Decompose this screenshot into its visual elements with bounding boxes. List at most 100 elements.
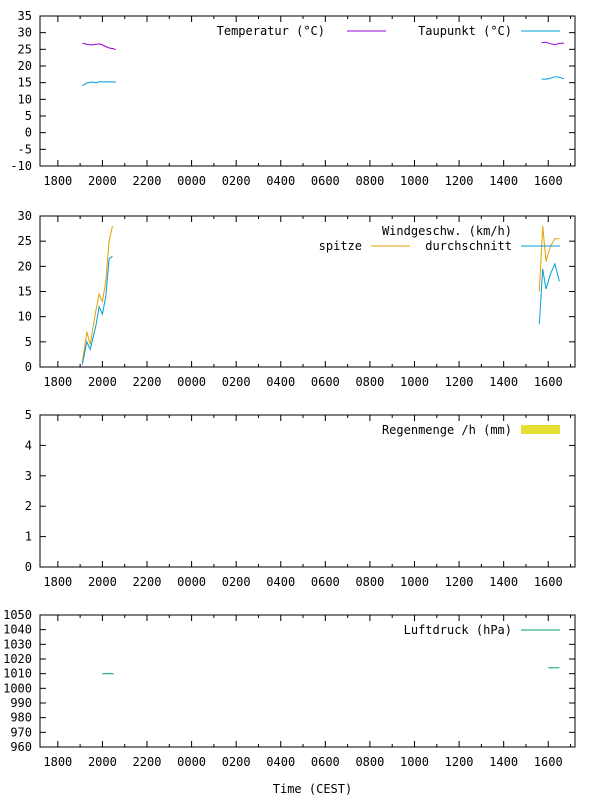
x-tick-label: 1400 bbox=[489, 375, 518, 389]
x-tick-label: 0600 bbox=[311, 174, 340, 188]
y-tick-label: 1000 bbox=[3, 681, 32, 695]
x-tick-label: 1600 bbox=[534, 755, 563, 769]
y-tick-label: 2 bbox=[25, 499, 32, 513]
y-tick-label: 35 bbox=[18, 9, 32, 23]
legend-label-spitze: spitze bbox=[319, 239, 362, 253]
plot-frame bbox=[39, 15, 576, 167]
legend-label-luftdruck: Luftdruck (hPa) bbox=[404, 623, 512, 637]
x-tick-label: 1600 bbox=[534, 575, 563, 589]
y-tick-label: 10 bbox=[18, 310, 32, 324]
x-tick-label: 0800 bbox=[355, 375, 384, 389]
y-tick-label: 1 bbox=[25, 530, 32, 544]
legend-label-regenmenge: Regenmenge /h (mm) bbox=[382, 423, 512, 437]
y-tick-label: 20 bbox=[18, 259, 32, 273]
y-tick-label: 20 bbox=[18, 59, 32, 73]
x-tick-label: 1200 bbox=[445, 575, 474, 589]
x-tick-label: 0000 bbox=[177, 174, 206, 188]
y-tick-label: 1010 bbox=[3, 667, 32, 681]
x-tick-label: 0600 bbox=[311, 755, 340, 769]
legend-swatch bbox=[521, 425, 560, 434]
x-tick-label: 0000 bbox=[177, 575, 206, 589]
x-tick-label: 1600 bbox=[534, 174, 563, 188]
x-tick-label: 0400 bbox=[266, 575, 295, 589]
legend-label-taupunkt: Taupunkt (°C) bbox=[418, 24, 512, 38]
x-tick-label: 0200 bbox=[222, 755, 251, 769]
chart-title: Windgeschw. (km/h) bbox=[382, 224, 512, 238]
x-tick-label: 1000 bbox=[400, 375, 429, 389]
x-tick-label: 2200 bbox=[133, 575, 162, 589]
chart-panel-1: 35 30 25 20 15 10 5 0 -5 -10 1800 2000 2200 0000 0200 0… bbox=[10, 9, 576, 188]
chart-panel-4: 1050104010301020101010009909809709601800… bbox=[3, 608, 576, 796]
series-line-2 bbox=[538, 262, 560, 325]
y-tick-label: 30 bbox=[18, 209, 32, 223]
x-tick-label: 1000 bbox=[400, 174, 429, 188]
x-tick-label: 1200 bbox=[445, 755, 474, 769]
y-tick-label: 0 bbox=[25, 560, 32, 574]
y-tick-label: 980 bbox=[10, 711, 32, 725]
x-tick-label: 0400 bbox=[266, 375, 295, 389]
x-tick-label: 1600 bbox=[534, 375, 563, 389]
y-tick-label: 0 bbox=[25, 126, 32, 140]
x-tick-label: 2200 bbox=[133, 755, 162, 769]
x-tick-label: 2000 bbox=[88, 755, 117, 769]
y-tick-label: 10 bbox=[18, 92, 32, 106]
x-tick-label: 2000 bbox=[88, 375, 117, 389]
x-tick-label: 0000 bbox=[177, 755, 206, 769]
legend-label-durchschnitt: durchschnitt bbox=[425, 239, 512, 253]
x-tick-label: 2000 bbox=[88, 575, 117, 589]
y-tick-label: 25 bbox=[18, 42, 32, 56]
x-tick-label: 2200 bbox=[133, 174, 162, 188]
series-line-1 bbox=[81, 225, 113, 363]
y-tick-label: 5 bbox=[25, 109, 32, 123]
y-tick-label: 1040 bbox=[3, 623, 32, 637]
y-tick-label: -10 bbox=[10, 159, 32, 173]
x-tick-label: 1400 bbox=[489, 755, 518, 769]
x-tick-label: 0800 bbox=[355, 174, 384, 188]
x-tick-label: 0800 bbox=[355, 575, 384, 589]
series-line-1 bbox=[538, 226, 560, 292]
x-tick-label: 1400 bbox=[489, 174, 518, 188]
y-tick-label: 0 bbox=[25, 360, 32, 374]
x-tick-label: 1800 bbox=[43, 575, 72, 589]
y-tick-label: 30 bbox=[18, 26, 32, 40]
y-tick-label: 970 bbox=[10, 725, 32, 739]
x-axis-label: Time (CEST) bbox=[273, 782, 352, 796]
x-tick-label: 1800 bbox=[43, 375, 72, 389]
x-tick-label: 2000 bbox=[88, 174, 117, 188]
plot-frame bbox=[39, 414, 576, 568]
y-tick-label: 15 bbox=[18, 76, 32, 90]
x-tick-label: 2200 bbox=[133, 375, 162, 389]
y-tick-label: 960 bbox=[10, 740, 32, 754]
y-tick-label: -5 bbox=[18, 142, 32, 156]
x-tick-label: 0400 bbox=[266, 174, 295, 188]
chart-panel-3: 5 4 3 2 1 0 1800 2000 2200 0000 0200 0400 0600 0800 10… bbox=[25, 408, 576, 589]
y-tick-label: 4 bbox=[25, 438, 32, 452]
y-tick-label: 25 bbox=[18, 234, 32, 248]
series-line-1 bbox=[541, 41, 564, 46]
y-tick-label: 1030 bbox=[3, 637, 32, 651]
y-tick-label: 990 bbox=[10, 696, 32, 710]
x-tick-label: 0400 bbox=[266, 755, 295, 769]
x-tick-label: 0200 bbox=[222, 174, 251, 188]
x-tick-label: 1000 bbox=[400, 755, 429, 769]
y-tick-label: 5 bbox=[25, 335, 32, 349]
x-tick-label: 0800 bbox=[355, 755, 384, 769]
y-tick-label: 1020 bbox=[3, 652, 32, 666]
x-tick-label: 0600 bbox=[311, 575, 340, 589]
plot-frame bbox=[39, 614, 576, 748]
x-tick-label: 1200 bbox=[445, 174, 474, 188]
x-tick-label: 0600 bbox=[311, 375, 340, 389]
x-tick-label: 1000 bbox=[400, 575, 429, 589]
y-tick-label: 3 bbox=[25, 469, 32, 483]
series-line-1 bbox=[82, 42, 117, 51]
x-tick-label: 1800 bbox=[43, 174, 72, 188]
y-tick-label: 15 bbox=[18, 285, 32, 299]
y-tick-label: 5 bbox=[25, 408, 32, 422]
x-tick-label: 1200 bbox=[445, 375, 474, 389]
series-line-2 bbox=[541, 76, 565, 80]
series-line-2 bbox=[81, 255, 113, 365]
x-tick-label: 0200 bbox=[222, 375, 251, 389]
y-tick-label: 1050 bbox=[3, 608, 32, 622]
chart-panel-2: 30 25 20 15 10 5 0 1800 2000 2200 0000 0200 0400 0600… bbox=[18, 209, 576, 389]
